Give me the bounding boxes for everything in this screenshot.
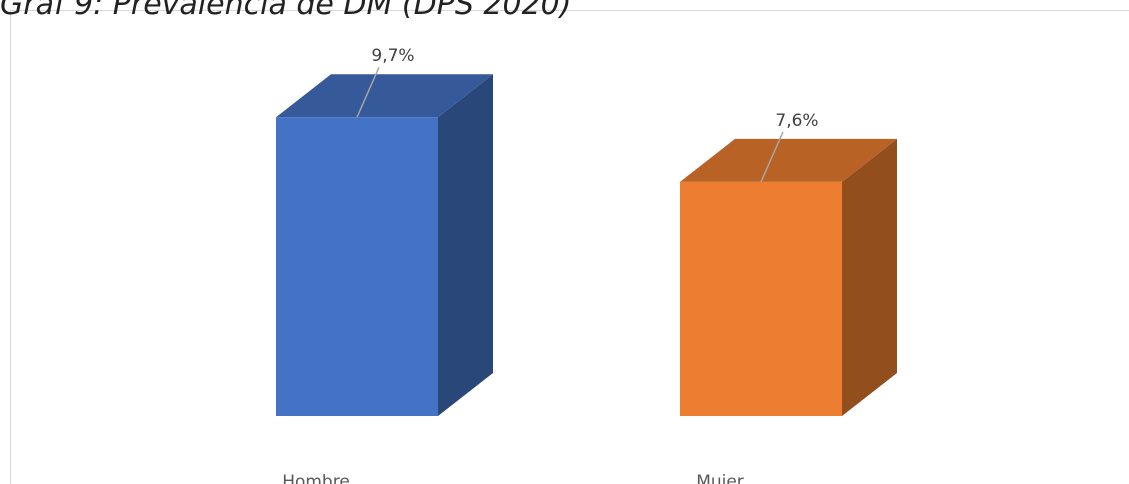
data-label: 9,7% xyxy=(371,46,414,66)
bar xyxy=(680,138,897,417)
leader-line xyxy=(760,131,784,183)
chart-title: Graf 9: Prevalencia de DM (DPS 2020) xyxy=(0,0,571,22)
data-label: 7,6% xyxy=(775,111,818,131)
bar-front xyxy=(276,117,438,417)
bar-front xyxy=(680,181,842,416)
bar-side xyxy=(842,138,897,417)
chart-border xyxy=(10,10,1129,484)
bar-side xyxy=(438,74,493,417)
bar xyxy=(276,74,493,417)
leader-line xyxy=(356,66,380,118)
x-tick-label: Hombre xyxy=(282,472,350,484)
bar-top xyxy=(276,74,493,118)
x-tick-label: Mujer xyxy=(696,472,744,484)
bar-top xyxy=(680,138,897,182)
